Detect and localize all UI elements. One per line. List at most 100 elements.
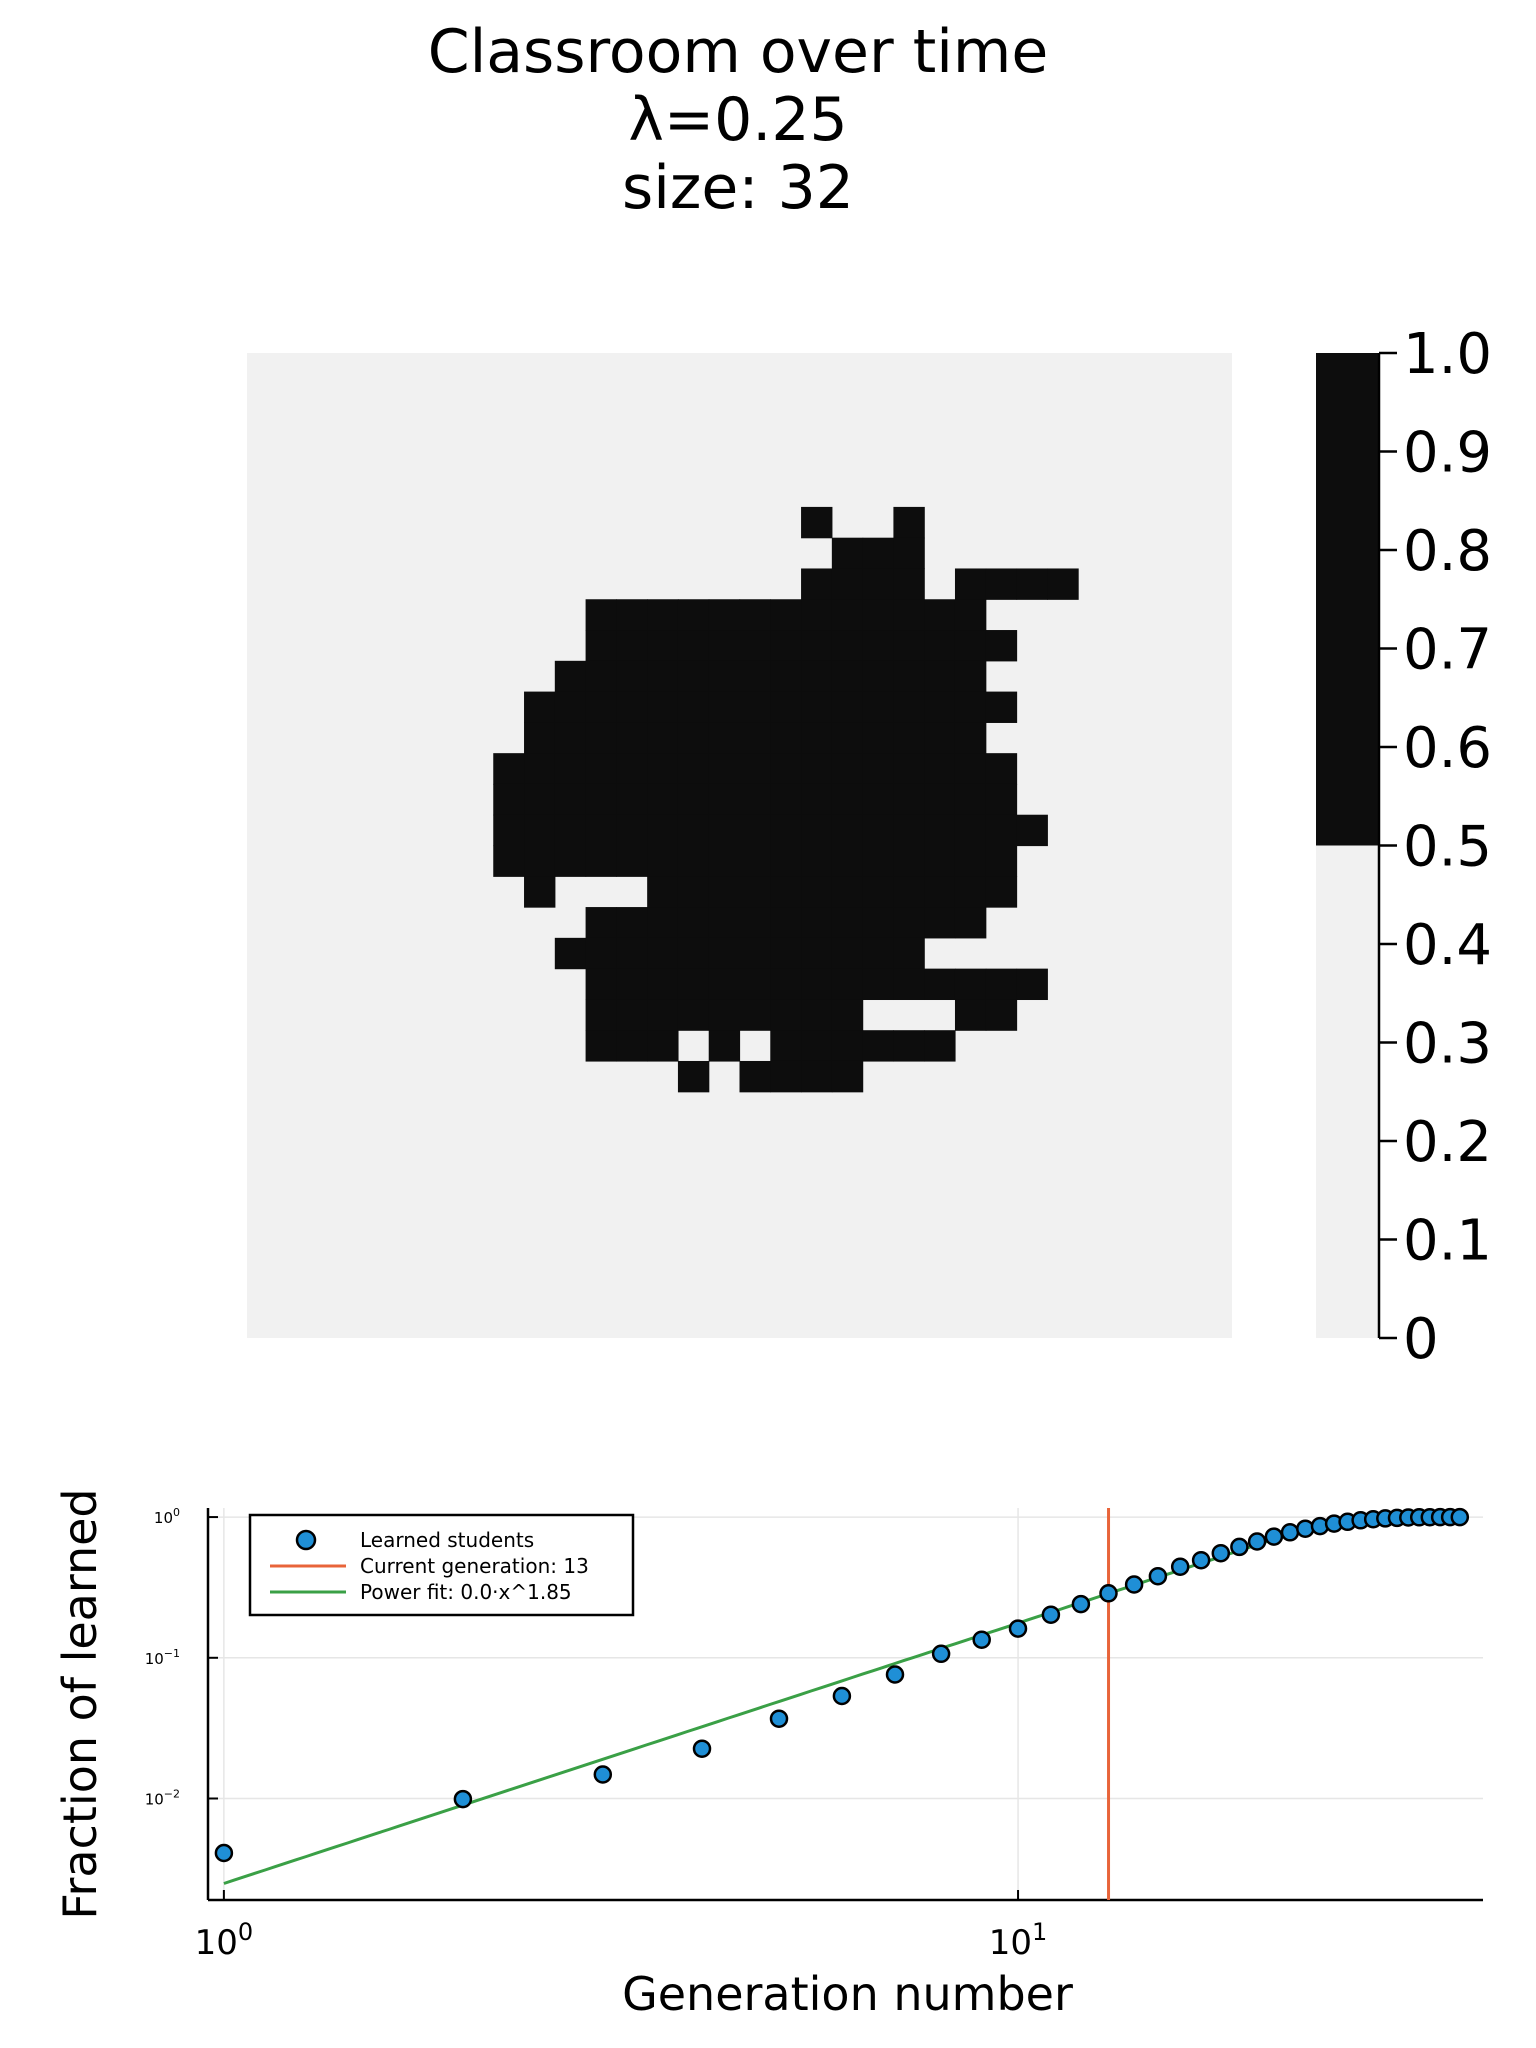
colorbar-tick-label: 0.6: [1403, 716, 1492, 781]
heatmap-cell: [862, 814, 895, 847]
heatmap-cell: [954, 968, 987, 1001]
heatmap-cell: [677, 968, 710, 1001]
heatmap-cell: [677, 999, 710, 1031]
heatmap-cell: [954, 845, 987, 877]
heatmap-cell: [739, 691, 771, 723]
heatmap-cell: [985, 753, 1018, 785]
heatmap-cell: [647, 630, 679, 662]
heatmap-cell: [739, 599, 771, 631]
heatmap-cell: [739, 907, 771, 939]
heatmap-cell: [924, 814, 956, 847]
heatmap-cell: [831, 630, 864, 662]
heatmap-cell: [739, 814, 771, 847]
heatmap-cell: [524, 845, 556, 877]
heatmap-cell: [585, 814, 617, 847]
heatmap-cell: [985, 814, 1018, 847]
heatmap-cell: [831, 783, 864, 816]
heatmap-cell: [1016, 568, 1048, 600]
y-tick-label: 10−2: [145, 1788, 180, 1809]
heatmap-cell: [739, 845, 771, 877]
data-point: [1008, 1619, 1028, 1638]
heatmap-cell: [954, 753, 987, 785]
heatmap-cell: [524, 876, 556, 908]
scatter-panel: 100 101 100 10−1 10−2 Generation number Fracti…: [53, 1488, 1483, 2021]
heatmap-cell: [831, 1030, 864, 1062]
heatmap-cell: [954, 907, 987, 939]
heatmap-cell: [801, 937, 833, 970]
heatmap-cell: [801, 876, 833, 908]
heatmap-cell: [585, 999, 617, 1031]
heatmap-cell: [585, 722, 617, 754]
colorbar-tick-label: 0.9: [1403, 421, 1492, 486]
heatmap-cell: [708, 876, 741, 908]
heatmap-cell: [801, 660, 833, 693]
heatmap-cell: [770, 907, 802, 939]
heatmap-cell: [677, 845, 710, 877]
heatmap-cell: [770, 753, 802, 785]
heatmap-cell: [985, 568, 1018, 600]
heatmap-cell: [893, 753, 925, 785]
heatmap-cell: [924, 660, 956, 693]
heatmap-cell: [647, 783, 679, 816]
data-point: [453, 1789, 473, 1809]
colorbar-low-segment: [1316, 845, 1379, 1338]
heatmap-cell: [954, 660, 987, 693]
heatmap-cell: [616, 691, 648, 723]
heatmap-cell: [770, 968, 802, 1001]
heatmap-cell: [1047, 568, 1079, 600]
data-point: [931, 1644, 951, 1664]
heatmap-cell: [893, 907, 925, 939]
heatmap-cell: [770, 630, 802, 662]
heatmap-cell: [524, 722, 556, 754]
y-axis-label: Fraction of learned: [53, 1488, 107, 1919]
heatmap-cell: [585, 630, 617, 662]
legend-label: Power fit: 0.0·x^1.85: [360, 1580, 572, 1604]
heatmap-cell: [677, 876, 710, 908]
heatmap-cell: [708, 599, 741, 631]
heatmap-cell: [524, 783, 556, 816]
heatmap-cell: [862, 568, 895, 600]
heatmap-cell: [739, 753, 771, 785]
heatmap-cell: [801, 599, 833, 631]
heatmap-cell: [708, 630, 741, 662]
heatmap-cell: [616, 630, 648, 662]
heatmap-cell: [893, 722, 925, 754]
heatmap-cell: [801, 1060, 833, 1093]
y-tick-label: 100: [154, 1506, 180, 1527]
heatmap-cell: [585, 660, 617, 693]
heatmap-cell: [770, 845, 802, 877]
heatmap-cell: [677, 937, 710, 970]
heatmap-cell: [677, 814, 710, 847]
title-line: size: 32: [622, 153, 854, 223]
heatmap-cell: [647, 814, 679, 847]
heatmap-cell: [831, 568, 864, 600]
heatmap-cell: [708, 907, 741, 939]
heatmap-cell: [554, 753, 587, 785]
heatmap-cell: [893, 814, 925, 847]
heatmap-cell: [708, 814, 741, 847]
heatmap-cell: [647, 660, 679, 693]
heatmap-cell: [831, 876, 864, 908]
heatmap-cell: [739, 722, 771, 754]
heatmap-cell: [862, 968, 895, 1001]
heatmap-cell: [585, 599, 617, 631]
colorbar-tick-label: 0.8: [1403, 519, 1492, 584]
data-point: [1230, 1537, 1249, 1557]
heatmap-cell: [801, 753, 833, 785]
colorbar-tick-label: 0.1: [1403, 1209, 1492, 1274]
heatmap-cell: [1016, 814, 1048, 847]
heatmap-cell: [585, 937, 617, 970]
heatmap-cell: [893, 660, 925, 693]
heatmap-cell: [985, 845, 1018, 877]
heatmap-cell: [770, 937, 802, 970]
heatmap-cell: [554, 660, 587, 693]
x-tick-label: 100: [195, 1918, 254, 1963]
x-axis-label: Generation number: [622, 1967, 1073, 2021]
heatmap-cell: [493, 783, 525, 816]
heatmap-cell: [831, 599, 864, 631]
heatmap-cell: [554, 814, 587, 847]
data-point: [1211, 1543, 1231, 1563]
colorbar-tick-label: 0: [1403, 1307, 1439, 1372]
heatmap-cell: [831, 845, 864, 877]
heatmap-cell: [616, 722, 648, 754]
